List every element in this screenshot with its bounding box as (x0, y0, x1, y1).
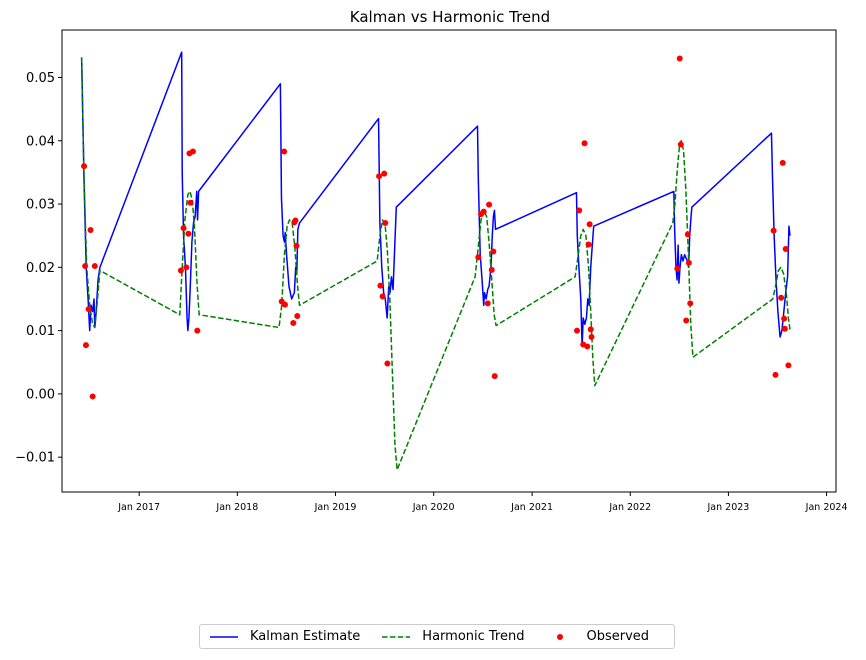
x-tick-label: Jan 2021 (510, 502, 553, 513)
legend-swatch (210, 635, 238, 638)
observed-point (82, 263, 89, 270)
observed-point (89, 393, 96, 400)
observed-point (488, 266, 495, 273)
y-tick-label: 0.05 (26, 71, 55, 86)
observed-point (293, 242, 300, 249)
plot-area (61, 29, 837, 493)
observed-point (486, 201, 493, 208)
legend-item-observed: Observed (544, 629, 649, 644)
observed-point (480, 208, 487, 215)
observed-point (779, 159, 786, 166)
observed-points (81, 55, 792, 400)
observed-point (379, 293, 386, 300)
y-tick-label: −0.01 (15, 451, 55, 466)
kalman-estimate-line (80, 51, 791, 348)
observed-point (82, 342, 89, 349)
legend-label: Harmonic Trend (422, 629, 525, 644)
observed-point (292, 217, 299, 224)
observed-point (770, 227, 777, 234)
observed-point (85, 306, 92, 313)
x-tick-label: Jan 2017 (117, 502, 160, 513)
y-axis: −0.01 0.00 0.01 0.02 0.03 0.04 0.05 (15, 71, 62, 466)
series-layer (80, 51, 792, 471)
observed-point (683, 317, 690, 324)
observed-point (778, 294, 785, 301)
observed-point (684, 231, 691, 238)
legend: Kalman Estimate Harmonic Trend Observed (199, 624, 675, 649)
observed-point (676, 55, 683, 62)
x-tick-label: Jan 2019 (314, 502, 357, 513)
observed-point (584, 343, 591, 350)
observed-point (290, 320, 297, 327)
observed-point (781, 315, 788, 322)
legend-label: Kalman Estimate (250, 629, 361, 644)
observed-point (281, 301, 288, 308)
observed-point (674, 265, 681, 272)
observed-point (491, 373, 498, 380)
observed-point (376, 173, 383, 180)
observed-point (581, 140, 588, 147)
observed-point (484, 300, 491, 307)
observed-point (87, 226, 94, 233)
y-tick-label: 0.04 (26, 134, 55, 149)
y-tick-label: 0.02 (26, 261, 55, 276)
observed-point (677, 141, 684, 148)
observed-point (785, 362, 792, 369)
observed-point (574, 327, 581, 334)
observed-point (576, 207, 583, 214)
y-tick-label: 0.00 (26, 387, 55, 402)
observed-point (187, 199, 194, 206)
observed-point (782, 245, 789, 252)
observed-point (183, 264, 190, 271)
harmonic-trend-line (80, 57, 792, 471)
x-tick-label: Jan 2024 (805, 502, 848, 513)
observed-point (91, 263, 98, 270)
observed-point (377, 282, 384, 289)
observed-point (781, 325, 788, 332)
observed-point (381, 170, 388, 177)
legend-label: Observed (586, 629, 650, 644)
x-tick-label: Jan 2020 (412, 502, 455, 513)
observed-point (588, 333, 595, 340)
observed-point (586, 221, 593, 228)
observed-point (185, 230, 192, 237)
observed-point (294, 313, 301, 320)
observed-point (490, 248, 497, 255)
observed-point (382, 220, 389, 227)
observed-point (194, 327, 201, 334)
legend-swatch (382, 635, 411, 638)
x-tick-label: Jan 2018 (215, 502, 258, 513)
observed-point (189, 148, 196, 155)
legend-swatch (557, 633, 564, 640)
observed-point (81, 163, 88, 170)
observed-point (772, 371, 779, 378)
observed-point (685, 259, 692, 266)
x-tick-label: Jan 2022 (608, 502, 651, 513)
observed-point (384, 360, 391, 367)
observed-point (687, 300, 694, 307)
y-tick-label: 0.01 (26, 324, 55, 339)
observed-point (281, 148, 288, 155)
chart-title: Kalman vs Harmonic Trend (350, 8, 550, 26)
observed-point (587, 326, 594, 333)
observed-point (177, 267, 184, 274)
y-tick-label: 0.03 (26, 198, 55, 213)
x-tick-label: Jan 2023 (707, 502, 750, 513)
legend-item-kalman-estimate: Kalman Estimate (208, 629, 360, 644)
observed-point (585, 241, 592, 248)
observed-point (475, 254, 482, 261)
x-axis: Jan 2017 Jan 2018 Jan 2019 Jan 2020 Jan 2021… (117, 492, 848, 513)
legend-item-harmonic-trend: Harmonic Trend (380, 629, 524, 644)
observed-point (180, 225, 187, 232)
